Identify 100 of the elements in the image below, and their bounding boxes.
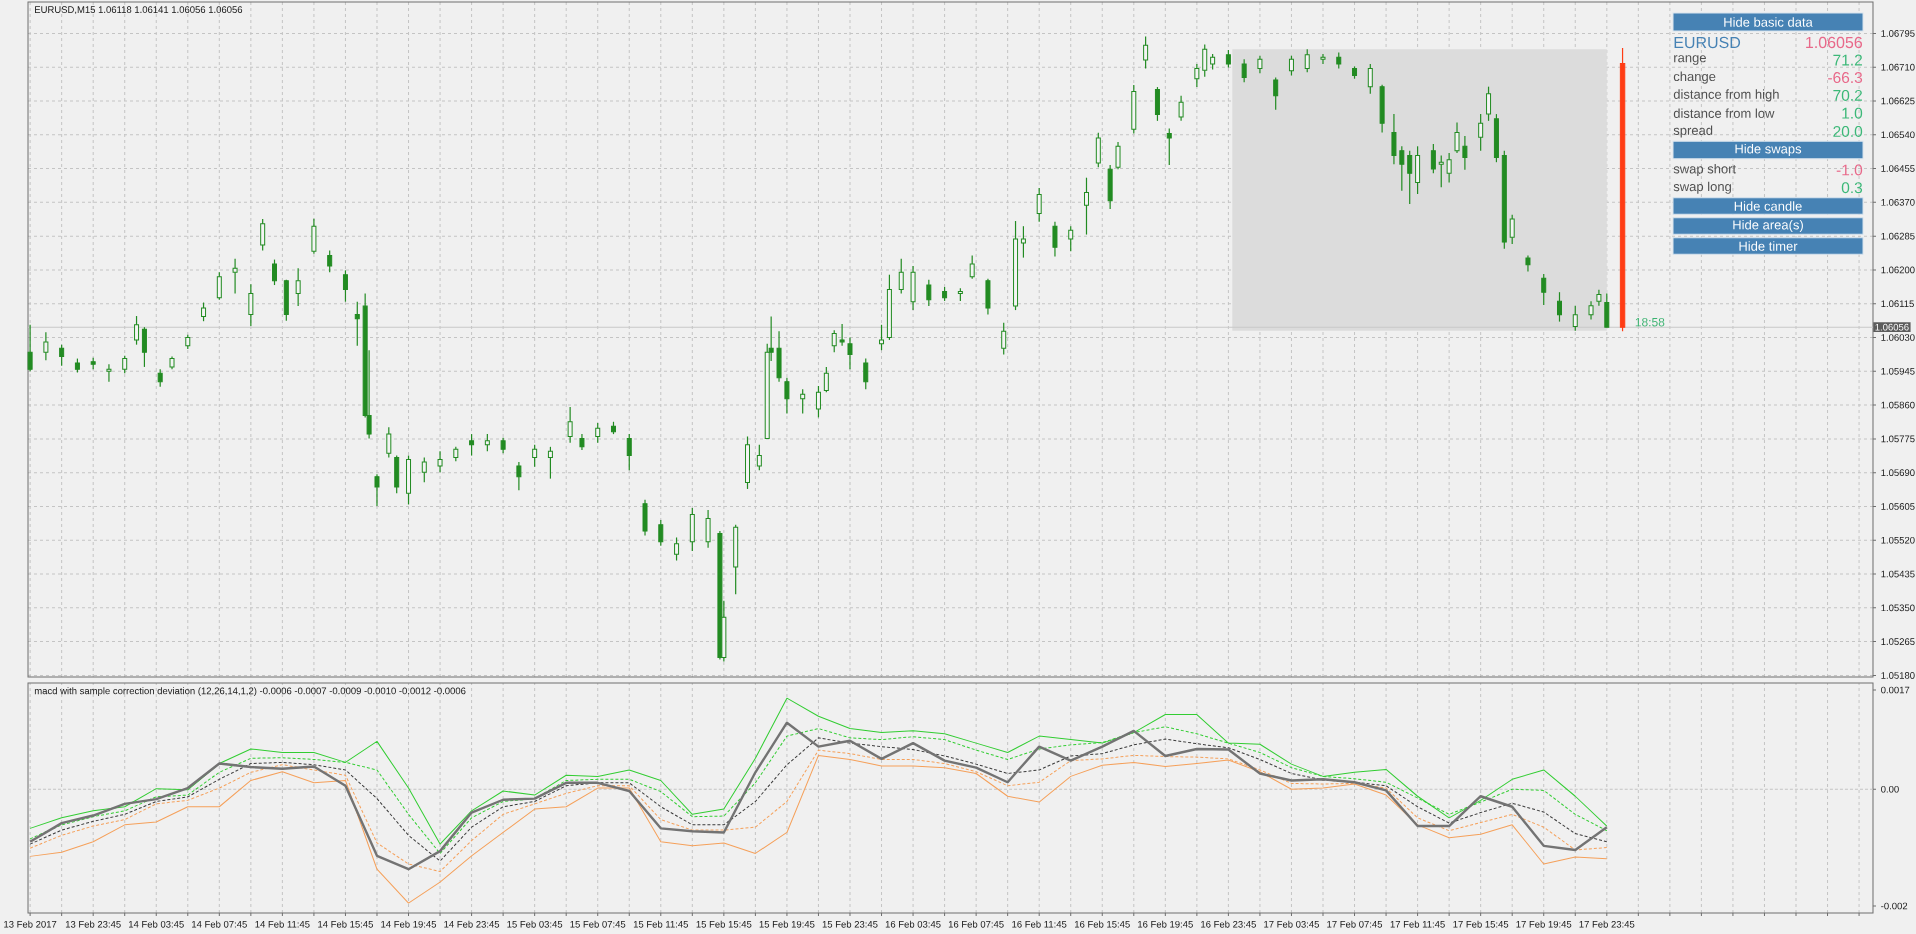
annotation: spread — [1673, 125, 1713, 138]
x-tick-label: 15 Feb 11:45 — [633, 920, 688, 928]
candlestick — [134, 315, 140, 346]
candlestick — [1438, 154, 1444, 188]
candlestick — [784, 377, 790, 415]
ref-line-label: 1.06056 — [1875, 323, 1909, 331]
y-tick-label: 1.06200 — [1881, 266, 1915, 274]
candlestick — [1241, 58, 1247, 83]
candlestick — [815, 385, 821, 419]
x-tick-label: 14 Feb 15:45 — [318, 920, 373, 928]
y-tick-label: 1.06455 — [1881, 165, 1915, 172]
y-tick-label: 1.05860 — [1881, 401, 1915, 409]
candlestick — [1020, 225, 1026, 259]
x-tick-label: 17 Feb 19:45 — [1516, 920, 1572, 928]
annotation: -66.3 — [1828, 72, 1863, 84]
y-tick-label: 1.05265 — [1881, 638, 1915, 645]
candlestick — [595, 422, 601, 444]
candlestick — [272, 258, 277, 286]
annotation: 71.2 — [1833, 54, 1862, 66]
candlestick — [1556, 291, 1562, 323]
x-tick-label: 13 Feb 2017 — [4, 920, 57, 928]
x-tick-label: 14 Feb 07:45 — [192, 920, 247, 928]
y-tick-label: 1.06115 — [1881, 300, 1914, 308]
candlestick — [1115, 141, 1121, 170]
x-tick-label: 15 Feb 19:45 — [759, 920, 815, 928]
candlestick — [926, 279, 932, 307]
candlestick — [898, 258, 904, 294]
y-tick-label: 1.06370 — [1881, 198, 1915, 206]
candlestick — [469, 433, 475, 457]
candlestick — [658, 519, 664, 547]
candlestick — [1454, 121, 1460, 154]
candlestick — [705, 509, 711, 549]
candlestick — [831, 329, 837, 353]
candlestick — [295, 267, 301, 307]
candlestick — [1083, 177, 1089, 236]
candlestick — [1273, 76, 1279, 111]
candlestick — [1202, 43, 1208, 78]
x-tick-label: 16 Feb 11:45 — [1012, 920, 1067, 928]
candlestick — [847, 336, 853, 370]
candlestick — [1399, 145, 1405, 192]
candlestick — [27, 324, 33, 372]
candlestick — [342, 269, 348, 303]
candlestick — [354, 301, 360, 347]
candlestick — [327, 249, 333, 273]
candlestick — [386, 426, 392, 459]
candlestick — [1194, 63, 1200, 88]
candlestick — [248, 283, 254, 327]
candlestick — [1430, 143, 1436, 174]
x-tick-label: 14 Feb 23:45 — [444, 920, 500, 928]
candlestick — [1509, 214, 1515, 245]
annotation: -1.0 — [1836, 164, 1863, 176]
candlestick — [1446, 152, 1452, 184]
y-tick-label: 1.06030 — [1881, 334, 1915, 341]
y-tick-label: 1.05435 — [1881, 570, 1915, 578]
candlestick — [1036, 187, 1042, 223]
y-tick-label: 0.0017 — [1881, 686, 1910, 694]
annotation: 1.0 — [1842, 107, 1863, 119]
annotation: 18:58 — [1635, 317, 1665, 327]
x-tick-label: 15 Feb 07:45 — [570, 920, 626, 928]
candlestick — [1288, 55, 1294, 77]
x-tick-label: 15 Feb 15:45 — [696, 920, 752, 928]
annotation: EURUSD — [1674, 36, 1741, 49]
candlestick — [516, 461, 522, 491]
annotation: Hide area(s) — [1733, 219, 1803, 233]
x-tick-label: 14 Feb 03:45 — [129, 920, 184, 928]
y-tick-label: 1.05690 — [1881, 469, 1915, 477]
annotation: 1.06056 — [1806, 36, 1863, 49]
annotation: Hide basic data — [1724, 17, 1813, 27]
y-tick-label: 1.06540 — [1881, 131, 1915, 139]
annotation: 70.2 — [1833, 89, 1862, 101]
annotation: Hide timer — [1739, 241, 1798, 251]
candlestick — [1486, 86, 1492, 122]
annotation: Hide swaps — [1735, 143, 1802, 157]
x-tick-label: 17 Feb 23:45 — [1579, 920, 1635, 928]
y-tick-label: 1.05605 — [1881, 503, 1915, 510]
candlestick — [1367, 63, 1373, 95]
annotation: change — [1673, 71, 1716, 84]
candlestick — [1001, 322, 1007, 356]
candlestick — [59, 344, 65, 367]
x-tick-label: 16 Feb 15:45 — [1075, 920, 1130, 928]
candlestick — [1391, 113, 1397, 165]
annotation: Hide candle — [1734, 201, 1802, 211]
y-tick-label: 1.05520 — [1881, 536, 1915, 544]
candlestick — [863, 357, 869, 390]
x-tick-label: 17 Feb 15:45 — [1453, 920, 1509, 928]
y-tick-label: 1.06285 — [1881, 232, 1915, 240]
candlestick — [1478, 113, 1484, 152]
y-tick-label: 1.06710 — [1881, 63, 1915, 71]
candlestick — [141, 326, 147, 368]
x-tick-label: 15 Feb 23:45 — [822, 920, 878, 928]
y-tick-label: 1.05775 — [1881, 435, 1915, 443]
candlestick — [823, 366, 829, 393]
x-tick-label: 17 Feb 11:45 — [1390, 920, 1445, 928]
annotation: range — [1674, 55, 1706, 65]
candlestick — [532, 444, 538, 468]
x-tick-label: 14 Feb 19:45 — [381, 920, 437, 928]
candlestick — [969, 255, 975, 280]
annotation: distance from low — [1673, 108, 1775, 118]
candlestick — [1407, 150, 1413, 205]
y-tick-label: 1.06625 — [1881, 97, 1915, 105]
